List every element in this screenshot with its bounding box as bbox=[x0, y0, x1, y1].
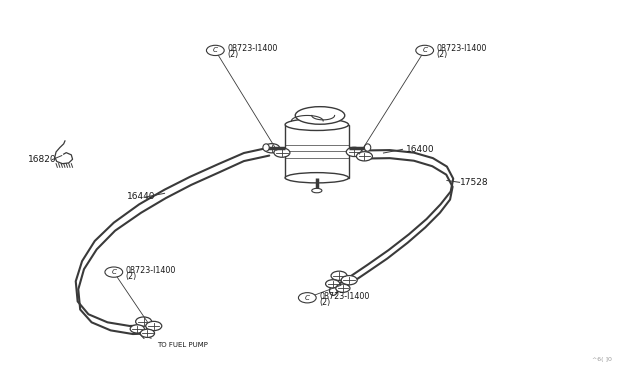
Text: 08723-I1400: 08723-I1400 bbox=[126, 266, 176, 275]
Text: TO FUEL PUMP: TO FUEL PUMP bbox=[157, 342, 208, 348]
Circle shape bbox=[341, 276, 357, 285]
Ellipse shape bbox=[263, 144, 269, 151]
Text: 17528: 17528 bbox=[460, 178, 488, 187]
Bar bbox=[285, 125, 349, 178]
Text: 08723-I1400: 08723-I1400 bbox=[319, 292, 370, 301]
Circle shape bbox=[207, 45, 224, 55]
Text: C: C bbox=[305, 295, 310, 301]
Circle shape bbox=[146, 321, 162, 331]
Ellipse shape bbox=[147, 325, 154, 334]
Text: 16440: 16440 bbox=[127, 192, 155, 202]
Ellipse shape bbox=[285, 173, 349, 183]
Ellipse shape bbox=[312, 188, 322, 193]
Text: (2): (2) bbox=[126, 272, 137, 281]
Circle shape bbox=[130, 325, 145, 333]
Text: 08723-I1400: 08723-I1400 bbox=[227, 44, 278, 54]
Text: C: C bbox=[111, 269, 116, 275]
Ellipse shape bbox=[364, 144, 371, 151]
Text: 16400: 16400 bbox=[406, 145, 435, 154]
Ellipse shape bbox=[330, 286, 337, 295]
Text: C: C bbox=[422, 47, 427, 54]
Text: (2): (2) bbox=[436, 50, 448, 59]
Text: (2): (2) bbox=[227, 50, 239, 59]
Circle shape bbox=[326, 280, 340, 288]
Ellipse shape bbox=[285, 119, 349, 131]
Text: 08723-I1400: 08723-I1400 bbox=[436, 44, 487, 54]
Circle shape bbox=[136, 317, 152, 326]
Circle shape bbox=[274, 148, 290, 157]
Circle shape bbox=[356, 152, 372, 161]
Text: 16820: 16820 bbox=[28, 155, 57, 164]
Text: (2): (2) bbox=[319, 298, 331, 307]
Text: C: C bbox=[213, 47, 218, 54]
Circle shape bbox=[140, 329, 154, 337]
Ellipse shape bbox=[295, 107, 345, 124]
Circle shape bbox=[298, 293, 316, 303]
Circle shape bbox=[264, 144, 280, 153]
Text: ^6( ]0: ^6( ]0 bbox=[592, 357, 612, 362]
Circle shape bbox=[105, 267, 123, 277]
Circle shape bbox=[331, 271, 347, 280]
Circle shape bbox=[416, 45, 433, 55]
Circle shape bbox=[346, 147, 362, 157]
Circle shape bbox=[336, 284, 350, 292]
